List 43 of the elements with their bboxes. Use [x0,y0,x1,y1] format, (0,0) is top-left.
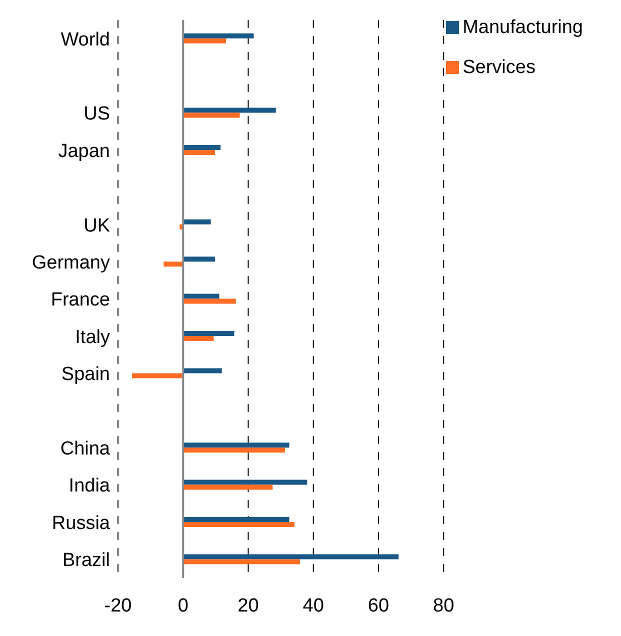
bar [183,522,294,527]
bar [183,108,276,113]
y-tick-label: UK [84,215,110,236]
bar [183,256,216,262]
bar [183,442,290,448]
y-tick-label: Brazil [62,550,110,572]
x-tick-label: 60 [368,595,390,616]
bar [183,330,234,336]
bar [183,480,308,485]
bar [183,559,300,564]
legend-label: Services [462,57,536,78]
bar [183,484,273,490]
x-tick-label: 20 [238,595,259,616]
bar [183,144,221,150]
y-tick-label: China [60,438,110,460]
bar [132,373,184,378]
x-tick-label: 0 [178,595,188,616]
y-tick-label: Russia [52,512,110,534]
y-tick-label: Germany [32,252,110,274]
y-tick-label: World [60,29,110,50]
y-tick-label: France [50,290,110,311]
bar [183,294,220,299]
bar [183,112,240,118]
bar [183,150,216,155]
y-tick-label: Italy [75,326,110,348]
bar [183,298,236,304]
y-tick-label: India [68,476,110,497]
x-tick-label: 40 [302,595,324,616]
y-tick-label: US [84,104,110,125]
bar [183,516,290,522]
y-tick-label: Spain [61,364,110,386]
bar [183,448,286,453]
x-tick-label: -20 [104,595,132,616]
bar [183,554,399,560]
bar [183,38,226,44]
bar [183,336,214,341]
bar [183,368,222,374]
bar [183,33,254,38]
bar [183,219,211,224]
legend-label: Manufacturing [462,17,583,38]
x-tick-label: 80 [433,595,454,616]
bar [164,262,184,267]
y-tick-label: Japan [58,140,110,162]
